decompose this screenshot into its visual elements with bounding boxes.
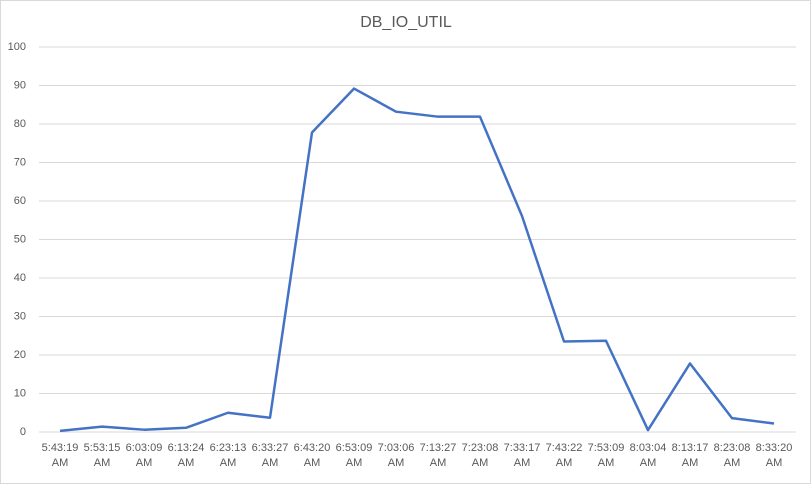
x-tick-label: 8:03:04 AM xyxy=(629,442,667,469)
y-tick-label: 70 xyxy=(14,156,26,168)
x-tick-label: 7:43:22 AM xyxy=(545,442,583,469)
y-tick-label: 0 xyxy=(20,426,26,438)
y-tick-label: 30 xyxy=(14,310,26,322)
x-tick-label: 6:53:09 AM xyxy=(335,442,373,469)
x-tick-label: 5:43:19 AM xyxy=(41,442,79,469)
x-tick-label: 7:03:06 AM xyxy=(377,442,415,469)
y-tick-label: 40 xyxy=(14,272,26,284)
y-tick-label: 10 xyxy=(14,387,26,399)
y-tick-label: 100 xyxy=(8,41,26,53)
chart-title: DB_IO_UTIL xyxy=(360,14,452,31)
x-tick-label: 6:13:24 AM xyxy=(167,442,205,469)
x-tick-label: 7:33:17 AM xyxy=(503,442,541,469)
x-tick-label: 6:33:27 AM xyxy=(251,442,289,469)
y-tick-label: 90 xyxy=(14,79,26,91)
x-tick-label: 7:13:27 AM xyxy=(419,442,457,469)
y-tick-label: 20 xyxy=(14,349,26,361)
x-tick-label: 6:23:13 AM xyxy=(209,442,247,469)
x-tick-label: 8:23:08 AM xyxy=(713,442,751,469)
y-tick-label: 60 xyxy=(14,195,26,207)
y-tick-label: 80 xyxy=(14,118,26,130)
x-tick-label: 7:53:09 AM xyxy=(587,442,625,469)
x-tick-label: 8:33:20 AM xyxy=(755,442,793,469)
x-tick-label: 6:43:20 AM xyxy=(293,442,331,469)
line xyxy=(59,87,775,433)
x-tick-label: 6:03:09 AM xyxy=(125,442,163,469)
x-tick-label: 5:53:15 AM xyxy=(83,442,121,469)
x-tick-label: 8:13:17 AM xyxy=(671,442,709,469)
y-tick-label: 50 xyxy=(14,233,26,245)
x-tick-label: 7:23:08 AM xyxy=(461,442,499,469)
